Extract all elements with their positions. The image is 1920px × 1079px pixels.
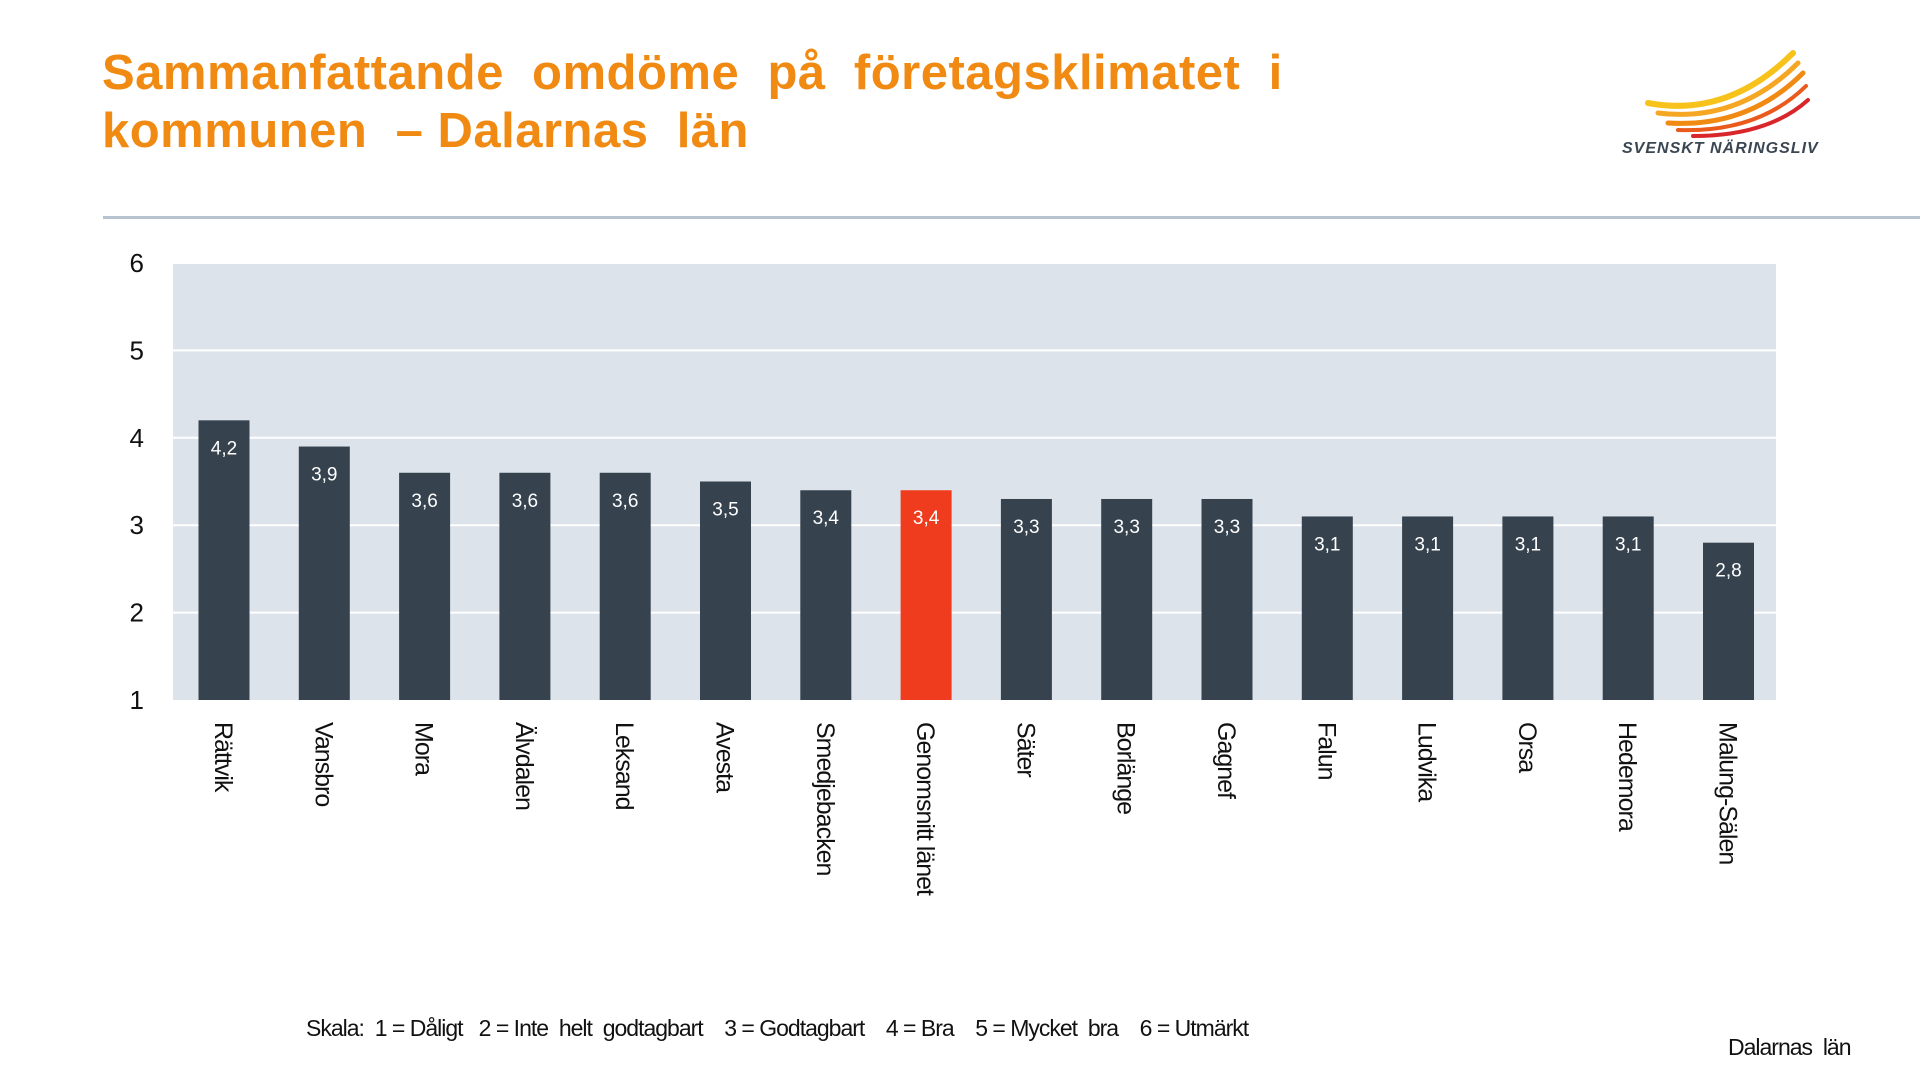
data-label: 3,4 xyxy=(813,508,840,529)
header-divider xyxy=(103,216,1920,219)
category-label: Avesta xyxy=(711,722,739,793)
page-title: Sammanfattande omdöme på företagsklimate… xyxy=(102,44,1402,160)
data-label: 3,5 xyxy=(712,500,738,521)
bar xyxy=(298,446,350,700)
bar-chart: 1 2 3 4 5 6 4,2 Rättvik 3,9 Vansbro 3,6 Mora 3,6 Älvd… xyxy=(130,248,1776,896)
scale-legend: Skala: 1 = Dåligt 2 = Inte helt godtagba… xyxy=(306,1015,1249,1041)
bar xyxy=(1703,542,1754,700)
svenskt-naringsliv-logo xyxy=(1645,50,1810,138)
bar xyxy=(700,481,751,700)
data-label: 3,1 xyxy=(1314,534,1340,555)
category-label: Smedjebacken xyxy=(811,722,839,875)
category-label: Malung-Sälen xyxy=(1714,722,1742,864)
bar xyxy=(198,420,250,700)
category-label: Rättvik xyxy=(209,722,237,793)
data-label: 3,1 xyxy=(1515,534,1541,555)
data-label: 3,6 xyxy=(512,491,538,512)
logo-text: SVENSKT NÄRINGSLIV xyxy=(1622,140,1819,157)
category-label: Ludvika xyxy=(1413,722,1441,802)
data-label: 2,8 xyxy=(1715,561,1741,582)
data-label: 3,3 xyxy=(1214,517,1240,538)
bar xyxy=(800,490,852,700)
category-label: Älvdalen xyxy=(510,722,538,810)
data-label: 3,4 xyxy=(913,508,940,529)
y-tick-label: 5 xyxy=(130,335,144,365)
bar xyxy=(1000,498,1052,700)
bar xyxy=(900,490,952,700)
data-label: 4,2 xyxy=(211,438,237,459)
bar xyxy=(399,472,451,700)
category-label: Gagnef xyxy=(1212,722,1240,799)
bar xyxy=(1402,516,1454,700)
data-label: 3,9 xyxy=(311,465,337,486)
category-label: Leksand xyxy=(610,722,638,810)
category-label: Hedemora xyxy=(1613,722,1641,832)
category-label: Mora xyxy=(410,722,438,776)
bar xyxy=(1101,498,1153,700)
y-tick-label: 4 xyxy=(130,423,144,453)
title-line-1: Sammanfattande omdöme på företagsklimate… xyxy=(102,46,1283,100)
category-label: Genomsnitt länet xyxy=(911,722,939,896)
data-label: 3,3 xyxy=(1013,517,1039,538)
category-label: Vansbro xyxy=(309,722,337,806)
bar xyxy=(599,472,651,700)
data-label: 3,3 xyxy=(1113,517,1139,538)
category-label: Falun xyxy=(1312,722,1340,780)
bar xyxy=(1602,516,1654,700)
data-label: 3,1 xyxy=(1615,534,1641,555)
y-tick-label: 6 xyxy=(130,248,144,278)
y-tick-label: 1 xyxy=(130,685,144,715)
category-label: Orsa xyxy=(1513,722,1541,773)
region-label: Dalarnas län xyxy=(1728,1034,1852,1060)
bar xyxy=(1502,516,1554,700)
title-line-2: kommunen – Dalarnas län xyxy=(102,104,749,158)
bar xyxy=(499,472,551,700)
category-label: Säter xyxy=(1011,722,1039,777)
y-tick-label: 2 xyxy=(130,598,144,628)
data-label: 3,6 xyxy=(411,491,437,512)
data-label: 3,1 xyxy=(1414,534,1440,555)
bar xyxy=(1201,498,1253,700)
category-label: Borlänge xyxy=(1112,722,1140,814)
data-label: 3,6 xyxy=(612,491,638,512)
bar xyxy=(1301,516,1353,700)
y-tick-label: 3 xyxy=(130,510,144,540)
